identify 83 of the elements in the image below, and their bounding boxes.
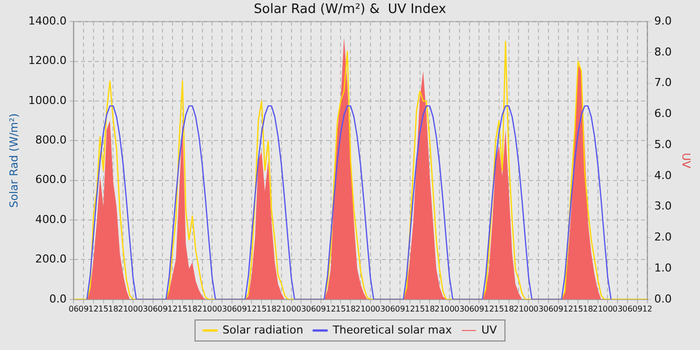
y-axis-title: Solar Rad (W/m²) <box>7 113 20 208</box>
x-tick-label: 21 <box>118 304 128 314</box>
y-tick-label: 1000.0 <box>28 94 67 107</box>
y2-tick-label: 3.0 <box>654 200 672 213</box>
chart-title: Solar Rad (W/m²) & UV Index <box>254 2 447 18</box>
y-tick-label: 800.0 <box>35 134 67 147</box>
x-tick-label: 15 <box>336 304 346 314</box>
x-tick-label: 12 <box>563 304 574 314</box>
x-tick-label: 00 <box>524 304 534 314</box>
x-tick-label: 15 <box>177 304 188 314</box>
x-tick-label: 06 <box>464 304 474 314</box>
x-tick-label: 00 <box>444 304 455 314</box>
x-tick-label: 09 <box>316 304 326 314</box>
x-tick-label: 15 <box>256 304 267 314</box>
x-tick-label: 21 <box>197 304 208 314</box>
x-tick-label: 12 <box>642 304 652 314</box>
legend-label: Theoretical solar max <box>332 323 452 336</box>
y-tick-label: 1400.0 <box>28 14 67 28</box>
x-tick-label: 00 <box>365 304 376 314</box>
y2-tick-label: 5.0 <box>654 138 672 151</box>
x-tick-label: 18 <box>187 304 198 314</box>
x-tick-label: 06 <box>306 304 316 314</box>
x-tick-label: 12 <box>88 304 99 314</box>
x-tick-label: 06 <box>148 304 158 314</box>
x-tick-label: 00 <box>128 304 138 314</box>
x-tick-label: 18 <box>504 304 514 314</box>
x-tick-label: 15 <box>98 304 108 314</box>
x-tick-label: 09 <box>553 304 564 314</box>
x-tick-label: 12 <box>326 304 336 314</box>
x-tick-label: 09 <box>632 304 643 314</box>
x-tick-label: 03 <box>138 304 148 314</box>
y2-axis-title: UV <box>680 152 693 169</box>
y2-tick-label: 2.0 <box>654 230 672 244</box>
y-tick-label: 200.0 <box>35 252 67 266</box>
x-tick-label: 21 <box>355 304 366 314</box>
y2-tick-label: 0.0 <box>654 292 672 306</box>
y2-tick-label: 1.0 <box>654 261 672 274</box>
x-tick-label: 00 <box>207 304 218 314</box>
legend-label: Solar radiation <box>222 323 304 336</box>
y2-tick-label: 4.0 <box>654 168 672 182</box>
x-tick-label: 12 <box>167 304 178 314</box>
y-tick-label: 600.0 <box>35 173 67 186</box>
x-tick-label: 21 <box>434 304 445 314</box>
x-tick-label: 21 <box>276 304 286 314</box>
x-tick-label: 18 <box>108 304 118 314</box>
x-tick-label: 09 <box>394 304 406 314</box>
y2-tick-label: 7.0 <box>654 76 672 90</box>
x-tick-label: 03 <box>612 304 623 314</box>
x-tick-label: 09 <box>158 304 168 314</box>
y-tick-label: 400.0 <box>35 212 67 226</box>
x-tick-label: 06 <box>622 304 633 314</box>
x-tick-label: 06 <box>68 304 79 314</box>
x-tick-label: 18 <box>424 304 435 314</box>
x-tick-label: 03 <box>454 304 464 314</box>
y-tick-label: 0.0 <box>49 292 67 306</box>
x-tick-label: 00 <box>602 304 613 314</box>
x-tick-label: 15 <box>494 304 504 314</box>
x-tick-label: 21 <box>592 304 603 314</box>
x-tick-label: 06 <box>226 304 238 314</box>
x-tick-label: 00 <box>286 304 296 314</box>
x-tick-label: 18 <box>582 304 594 314</box>
x-tick-label: 03 <box>533 304 544 314</box>
x-tick-label: 12 <box>484 304 494 314</box>
x-tick-label: 03 <box>216 304 228 314</box>
x-tick-label: 15 <box>572 304 584 314</box>
legend-label: UV <box>481 323 498 336</box>
x-tick-label: 18 <box>346 304 356 314</box>
y2-tick-label: 8.0 <box>654 45 672 58</box>
x-tick-label: 09 <box>78 304 89 314</box>
x-tick-label: 03 <box>296 304 306 314</box>
x-tick-label: 21 <box>514 304 524 314</box>
x-tick-label: 09 <box>236 304 247 314</box>
x-tick-label: 18 <box>266 304 277 314</box>
x-tick-label: 03 <box>375 304 386 314</box>
x-tick-label: 12 <box>404 304 416 314</box>
x-tick-label: 09 <box>474 304 484 314</box>
x-tick-label: 06 <box>543 304 554 314</box>
y-tick-label: 1200.0 <box>28 54 67 68</box>
x-tick-label: 06 <box>385 304 396 314</box>
y2-tick-label: 9.0 <box>654 14 672 28</box>
x-tick-label: 15 <box>414 304 425 314</box>
y2-tick-label: 6.0 <box>654 107 672 120</box>
x-tick-label: 12 <box>246 304 257 314</box>
